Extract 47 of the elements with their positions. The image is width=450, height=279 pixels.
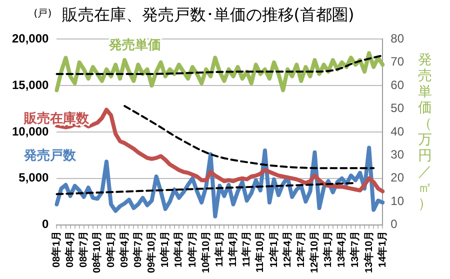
x-tick-label: 09年1月 xyxy=(104,230,117,268)
x-tick-label: 13年10月 xyxy=(362,230,375,274)
x-tick-label: 10年1月 xyxy=(159,230,172,268)
x-tick-label: 13年1月 xyxy=(322,230,334,268)
x-tick-label: 09年7月 xyxy=(132,230,144,268)
y-tick-label: 10,000 xyxy=(12,124,50,138)
x-tick-label: 11年1月 xyxy=(213,230,226,267)
series-label: 発売戸数 xyxy=(23,148,78,164)
series-label: 発売単価 xyxy=(108,38,161,54)
x-tick-label: 08年10月 xyxy=(91,230,104,274)
x-tick-label: 09年4月 xyxy=(118,230,130,268)
x-tick-label: 10年7月 xyxy=(186,230,198,268)
y-tick-label: 0 xyxy=(42,217,50,232)
chart-title: 販売在庫、発売戸数･単価の推移(首都圏) xyxy=(62,4,354,24)
x-tick-label: 11年10月 xyxy=(254,230,266,272)
series-label: 販売在庫数 xyxy=(23,110,90,126)
y2-tick-label: 60 xyxy=(390,78,404,92)
x-tick-label: 14年1月 xyxy=(376,230,388,268)
y-tick-label: 5,000 xyxy=(18,170,50,185)
x-tick-label: 11年4月 xyxy=(227,230,240,267)
x-tick-label: 08年4月 xyxy=(64,230,76,268)
y2-tick-label: 40 xyxy=(390,124,404,138)
y-tick-label: 15,000 xyxy=(12,78,50,92)
x-tick-label: 09年10月 xyxy=(146,230,158,274)
x-tick-label: 12年1月 xyxy=(268,230,280,268)
y-tick-label: 20,000 xyxy=(12,32,50,46)
x-tick-label: 12年10月 xyxy=(308,230,320,274)
y2-tick-label: 10 xyxy=(390,194,404,208)
y2-tick-label: 80 xyxy=(390,32,404,46)
x-tick-label: 13年4月 xyxy=(336,230,348,268)
line-series xyxy=(124,105,375,170)
x-tick-label: 10年4月 xyxy=(172,230,185,268)
y2-tick-label: 30 xyxy=(390,147,404,162)
y2-tick-label: 70 xyxy=(390,54,404,69)
y-axis-title: (戸) xyxy=(34,8,52,20)
text: 発売単価（万円／㎡） xyxy=(418,52,432,212)
x-tick-label: 12年4月 xyxy=(281,230,294,268)
y2-tick-label: 20 xyxy=(390,170,404,185)
y2-tick-label: 0 xyxy=(390,217,398,232)
x-tick-label: 08年7月 xyxy=(78,230,90,268)
line-series xyxy=(56,54,384,75)
x-tick-label: 10年10月 xyxy=(200,230,212,274)
x-tick-label: 12年7月 xyxy=(294,230,307,268)
x-tick-label: 11年7月 xyxy=(240,230,253,267)
x-tick-label: 13年7月 xyxy=(349,230,362,268)
y2-tick-label: 50 xyxy=(390,101,404,116)
x-tick-label: 08年1月 xyxy=(50,230,62,268)
